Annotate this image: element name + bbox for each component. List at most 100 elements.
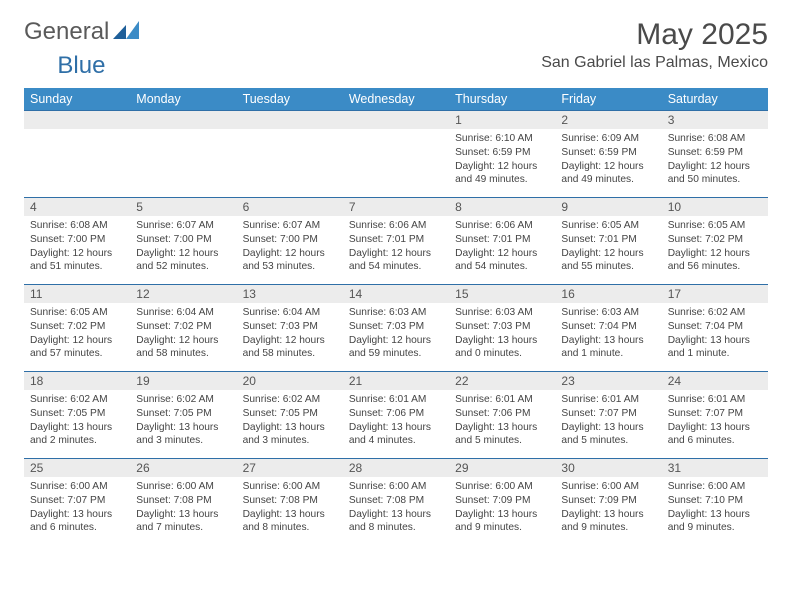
day-info: Sunrise: 6:02 AMSunset: 7:05 PMDaylight:… (237, 390, 343, 452)
daylight-text: and 55 minutes. (561, 260, 655, 274)
daylight-text: and 59 minutes. (349, 347, 443, 361)
sunset-text: Sunset: 6:59 PM (455, 146, 549, 160)
sunset-text: Sunset: 6:59 PM (668, 146, 762, 160)
day-cell: 29Sunrise: 6:00 AMSunset: 7:09 PMDayligh… (449, 459, 555, 545)
weeks-container: 1Sunrise: 6:10 AMSunset: 6:59 PMDaylight… (24, 110, 768, 545)
sunset-text: Sunset: 7:07 PM (668, 407, 762, 421)
day-cell: 15Sunrise: 6:03 AMSunset: 7:03 PMDayligh… (449, 285, 555, 371)
sunrise-text: Sunrise: 6:03 AM (349, 306, 443, 320)
day-info: Sunrise: 6:07 AMSunset: 7:00 PMDaylight:… (237, 216, 343, 278)
day-number: 25 (24, 459, 130, 477)
day-number: 4 (24, 198, 130, 216)
day-info: Sunrise: 6:06 AMSunset: 7:01 PMDaylight:… (449, 216, 555, 278)
daylight-text: Daylight: 12 hours (561, 247, 655, 261)
day-cell: 10Sunrise: 6:05 AMSunset: 7:02 PMDayligh… (662, 198, 768, 284)
sunset-text: Sunset: 7:08 PM (243, 494, 337, 508)
day-cell (24, 111, 130, 197)
daylight-text: Daylight: 13 hours (561, 508, 655, 522)
day-number (130, 111, 236, 129)
sunset-text: Sunset: 7:02 PM (30, 320, 124, 334)
day-number: 28 (343, 459, 449, 477)
daylight-text: and 1 minute. (561, 347, 655, 361)
daylight-text: and 2 minutes. (30, 434, 124, 448)
day-info: Sunrise: 6:06 AMSunset: 7:01 PMDaylight:… (343, 216, 449, 278)
sunset-text: Sunset: 7:03 PM (455, 320, 549, 334)
daylight-text: Daylight: 12 hours (243, 247, 337, 261)
day-info: Sunrise: 6:01 AMSunset: 7:06 PMDaylight:… (343, 390, 449, 452)
daylight-text: Daylight: 12 hours (455, 247, 549, 261)
day-info: Sunrise: 6:04 AMSunset: 7:03 PMDaylight:… (237, 303, 343, 365)
day-number: 2 (555, 111, 661, 129)
daylight-text: and 49 minutes. (561, 173, 655, 187)
daylight-text: and 6 minutes. (30, 521, 124, 535)
day-number: 9 (555, 198, 661, 216)
day-number: 18 (24, 372, 130, 390)
day-info: Sunrise: 6:03 AMSunset: 7:03 PMDaylight:… (449, 303, 555, 365)
day-number: 10 (662, 198, 768, 216)
daylight-text: and 6 minutes. (668, 434, 762, 448)
sunset-text: Sunset: 6:59 PM (561, 146, 655, 160)
sunset-text: Sunset: 7:03 PM (243, 320, 337, 334)
day-number: 12 (130, 285, 236, 303)
location: San Gabriel las Palmas, Mexico (541, 54, 768, 72)
day-info: Sunrise: 6:01 AMSunset: 7:07 PMDaylight:… (555, 390, 661, 452)
sunrise-text: Sunrise: 6:00 AM (561, 480, 655, 494)
sunset-text: Sunset: 7:02 PM (668, 233, 762, 247)
daylight-text: Daylight: 13 hours (668, 421, 762, 435)
sunset-text: Sunset: 7:06 PM (455, 407, 549, 421)
daylight-text: Daylight: 13 hours (455, 421, 549, 435)
sunrise-text: Sunrise: 6:07 AM (243, 219, 337, 233)
day-cell: 6Sunrise: 6:07 AMSunset: 7:00 PMDaylight… (237, 198, 343, 284)
day-cell: 11Sunrise: 6:05 AMSunset: 7:02 PMDayligh… (24, 285, 130, 371)
sunrise-text: Sunrise: 6:04 AM (136, 306, 230, 320)
daylight-text: Daylight: 13 hours (561, 334, 655, 348)
sunrise-text: Sunrise: 6:02 AM (30, 393, 124, 407)
calendar: Sunday Monday Tuesday Wednesday Thursday… (24, 88, 768, 545)
daylight-text: Daylight: 12 hours (668, 247, 762, 261)
daylight-text: and 1 minute. (668, 347, 762, 361)
sunrise-text: Sunrise: 6:08 AM (30, 219, 124, 233)
day-header-row: Sunday Monday Tuesday Wednesday Thursday… (24, 88, 768, 110)
daylight-text: Daylight: 13 hours (243, 421, 337, 435)
sunrise-text: Sunrise: 6:02 AM (136, 393, 230, 407)
daylight-text: and 54 minutes. (349, 260, 443, 274)
day-info: Sunrise: 6:02 AMSunset: 7:05 PMDaylight:… (130, 390, 236, 452)
day-number: 16 (555, 285, 661, 303)
week-row: 18Sunrise: 6:02 AMSunset: 7:05 PMDayligh… (24, 371, 768, 458)
daylight-text: and 8 minutes. (243, 521, 337, 535)
daylight-text: Daylight: 13 hours (349, 508, 443, 522)
daylight-text: Daylight: 13 hours (561, 421, 655, 435)
day-info: Sunrise: 6:08 AMSunset: 7:00 PMDaylight:… (24, 216, 130, 278)
daylight-text: Daylight: 12 hours (349, 334, 443, 348)
day-number: 19 (130, 372, 236, 390)
daylight-text: Daylight: 13 hours (455, 334, 549, 348)
daylight-text: and 58 minutes. (136, 347, 230, 361)
day-number: 8 (449, 198, 555, 216)
sunrise-text: Sunrise: 6:04 AM (243, 306, 337, 320)
day-cell: 4Sunrise: 6:08 AMSunset: 7:00 PMDaylight… (24, 198, 130, 284)
day-number: 6 (237, 198, 343, 216)
day-info: Sunrise: 6:10 AMSunset: 6:59 PMDaylight:… (449, 129, 555, 191)
day-number: 24 (662, 372, 768, 390)
day-cell: 8Sunrise: 6:06 AMSunset: 7:01 PMDaylight… (449, 198, 555, 284)
sunrise-text: Sunrise: 6:06 AM (349, 219, 443, 233)
title-block: May 2025 San Gabriel las Palmas, Mexico (541, 18, 768, 72)
day-cell: 26Sunrise: 6:00 AMSunset: 7:08 PMDayligh… (130, 459, 236, 545)
sunset-text: Sunset: 7:00 PM (243, 233, 337, 247)
sunset-text: Sunset: 7:10 PM (668, 494, 762, 508)
day-info: Sunrise: 6:02 AMSunset: 7:04 PMDaylight:… (662, 303, 768, 365)
day-header: Tuesday (237, 88, 343, 110)
day-number: 21 (343, 372, 449, 390)
daylight-text: Daylight: 12 hours (349, 247, 443, 261)
day-cell: 16Sunrise: 6:03 AMSunset: 7:04 PMDayligh… (555, 285, 661, 371)
day-info: Sunrise: 6:08 AMSunset: 6:59 PMDaylight:… (662, 129, 768, 191)
day-info: Sunrise: 6:00 AMSunset: 7:07 PMDaylight:… (24, 477, 130, 539)
sunrise-text: Sunrise: 6:03 AM (455, 306, 549, 320)
daylight-text: and 54 minutes. (455, 260, 549, 274)
daylight-text: Daylight: 13 hours (455, 508, 549, 522)
sunset-text: Sunset: 7:09 PM (455, 494, 549, 508)
day-cell: 13Sunrise: 6:04 AMSunset: 7:03 PMDayligh… (237, 285, 343, 371)
daylight-text: and 56 minutes. (668, 260, 762, 274)
sunset-text: Sunset: 7:05 PM (30, 407, 124, 421)
daylight-text: Daylight: 12 hours (668, 160, 762, 174)
